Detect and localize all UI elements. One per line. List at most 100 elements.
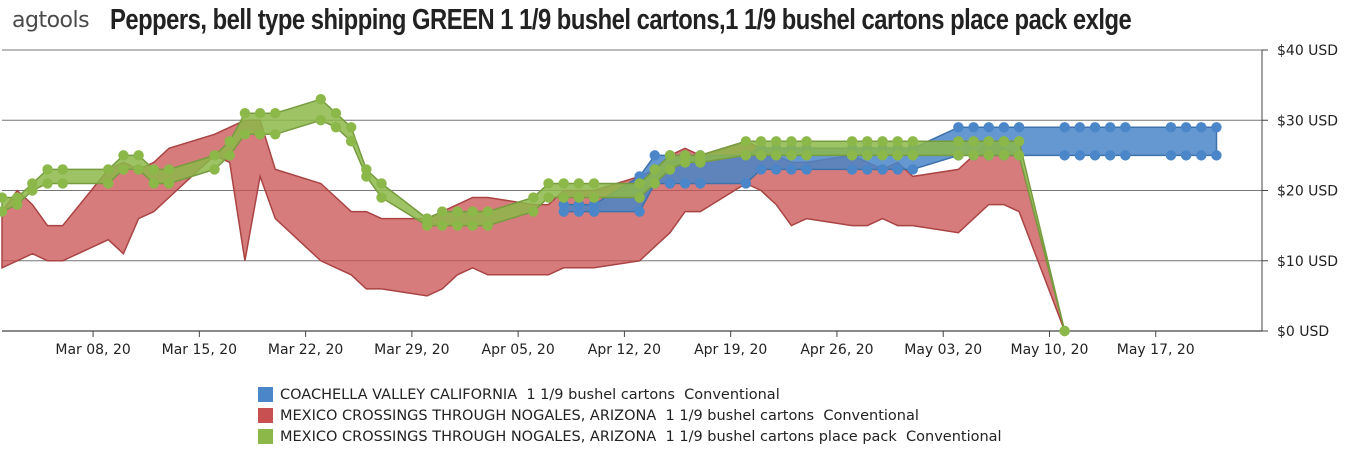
- data-point-high[interactable]: [983, 122, 994, 133]
- legend-item[interactable]: MEXICO CROSSINGS THROUGH NOGALES, ARIZON…: [258, 405, 1002, 426]
- data-point-high[interactable]: [846, 136, 858, 147]
- data-point-low[interactable]: [755, 164, 767, 175]
- data-point-low[interactable]: [968, 150, 979, 161]
- data-point-high[interactable]: [315, 93, 326, 105]
- data-point-low[interactable]: [588, 206, 600, 217]
- data-point-low[interactable]: [558, 206, 569, 217]
- data-point-high[interactable]: [1180, 122, 1192, 133]
- data-point-high[interactable]: [42, 164, 53, 175]
- data-point-high[interactable]: [1013, 122, 1025, 133]
- data-point-low[interactable]: [11, 199, 23, 210]
- data-point-low[interactable]: [148, 178, 160, 189]
- data-point-low[interactable]: [801, 164, 812, 175]
- data-point-low[interactable]: [846, 164, 858, 175]
- data-point-low[interactable]: [1180, 150, 1192, 161]
- data-point-low[interactable]: [254, 129, 266, 140]
- data-point-low[interactable]: [1074, 150, 1086, 161]
- data-point-low[interactable]: [907, 164, 919, 175]
- data-point-high[interactable]: [1059, 122, 1070, 133]
- data-point-high[interactable]: [239, 108, 251, 119]
- data-point-low[interactable]: [1104, 150, 1116, 161]
- data-point-high[interactable]: [998, 136, 1010, 147]
- data-point-low[interactable]: [330, 122, 342, 133]
- data-point-high[interactable]: [983, 136, 994, 147]
- data-point-high[interactable]: [877, 136, 888, 147]
- data-point-low[interactable]: [771, 150, 782, 161]
- data-point-high[interactable]: [1120, 122, 1131, 133]
- data-point-low[interactable]: [163, 178, 175, 189]
- data-point-low[interactable]: [679, 157, 691, 168]
- data-point-high[interactable]: [224, 136, 235, 147]
- data-point-low[interactable]: [1211, 150, 1222, 161]
- data-point-low[interactable]: [376, 192, 387, 203]
- data-point-high[interactable]: [573, 178, 585, 189]
- data-point-low[interactable]: [634, 192, 645, 203]
- data-point-high[interactable]: [270, 108, 281, 119]
- data-point-high[interactable]: [1196, 122, 1207, 133]
- data-point-high[interactable]: [862, 136, 873, 147]
- legend-item[interactable]: COACHELLA VALLEY CALIFORNIA 1 1/9 bushel…: [258, 384, 1002, 405]
- data-point-low[interactable]: [543, 192, 554, 203]
- data-point-high[interactable]: [998, 122, 1010, 133]
- data-point-high[interactable]: [345, 122, 357, 133]
- data-point-low[interactable]: [133, 164, 144, 175]
- data-point-low[interactable]: [679, 178, 691, 189]
- data-point-low[interactable]: [877, 150, 888, 161]
- data-point-low[interactable]: [998, 150, 1010, 161]
- data-point-low[interactable]: [573, 206, 585, 217]
- data-point-high[interactable]: [437, 206, 448, 217]
- data-point-low[interactable]: [1120, 150, 1131, 161]
- data-point-high[interactable]: [118, 150, 129, 161]
- data-point-low[interactable]: [695, 178, 706, 189]
- data-point-high[interactable]: [953, 136, 964, 147]
- data-point-low[interactable]: [846, 150, 858, 161]
- data-point-low[interactable]: [437, 220, 448, 231]
- data-point-high[interactable]: [0, 192, 8, 203]
- data-point-low[interactable]: [892, 150, 903, 161]
- data-point-low[interactable]: [786, 150, 797, 161]
- data-point-high[interactable]: [330, 108, 342, 119]
- data-point-low[interactable]: [695, 157, 706, 168]
- data-point-low[interactable]: [315, 115, 326, 126]
- data-point-high[interactable]: [103, 164, 114, 175]
- data-point-low[interactable]: [103, 178, 114, 189]
- data-point-high[interactable]: [558, 178, 569, 189]
- data-point-low[interactable]: [634, 206, 645, 217]
- data-point-low[interactable]: [877, 164, 888, 175]
- data-point-low[interactable]: [558, 192, 569, 203]
- data-point-low[interactable]: [421, 220, 433, 231]
- data-point-low[interactable]: [452, 220, 463, 231]
- data-point-low[interactable]: [664, 164, 676, 175]
- data-point-low[interactable]: [740, 178, 752, 189]
- data-point-low[interactable]: [786, 164, 797, 175]
- data-point-low[interactable]: [892, 164, 903, 175]
- data-point-low[interactable]: [27, 185, 38, 196]
- data-point-low[interactable]: [801, 150, 812, 161]
- data-point-high[interactable]: [907, 136, 919, 147]
- data-point-low[interactable]: [1165, 150, 1177, 161]
- data-point-low[interactable]: [907, 150, 919, 161]
- data-point-high[interactable]: [1089, 122, 1101, 133]
- data-point-high[interactable]: [1074, 122, 1086, 133]
- data-point-high[interactable]: [953, 122, 964, 133]
- data-point-high[interactable]: [634, 178, 645, 189]
- data-point-low[interactable]: [1059, 325, 1070, 337]
- data-point-high[interactable]: [1104, 122, 1116, 133]
- data-point-high[interactable]: [452, 206, 463, 217]
- data-point-high[interactable]: [163, 164, 175, 175]
- data-point-high[interactable]: [968, 122, 979, 133]
- data-point-high[interactable]: [1165, 122, 1177, 133]
- data-point-low[interactable]: [224, 150, 235, 161]
- data-point-high[interactable]: [649, 164, 660, 175]
- data-point-high[interactable]: [148, 164, 160, 175]
- data-point-high[interactable]: [771, 136, 782, 147]
- data-point-low[interactable]: [664, 178, 676, 189]
- data-point-low[interactable]: [209, 164, 220, 175]
- data-point-high[interactable]: [755, 136, 767, 147]
- data-point-low[interactable]: [118, 164, 129, 175]
- data-point-low[interactable]: [588, 192, 600, 203]
- data-point-high[interactable]: [467, 206, 478, 217]
- data-point-low[interactable]: [953, 150, 964, 161]
- data-point-low[interactable]: [239, 129, 251, 140]
- data-point-low[interactable]: [467, 220, 478, 231]
